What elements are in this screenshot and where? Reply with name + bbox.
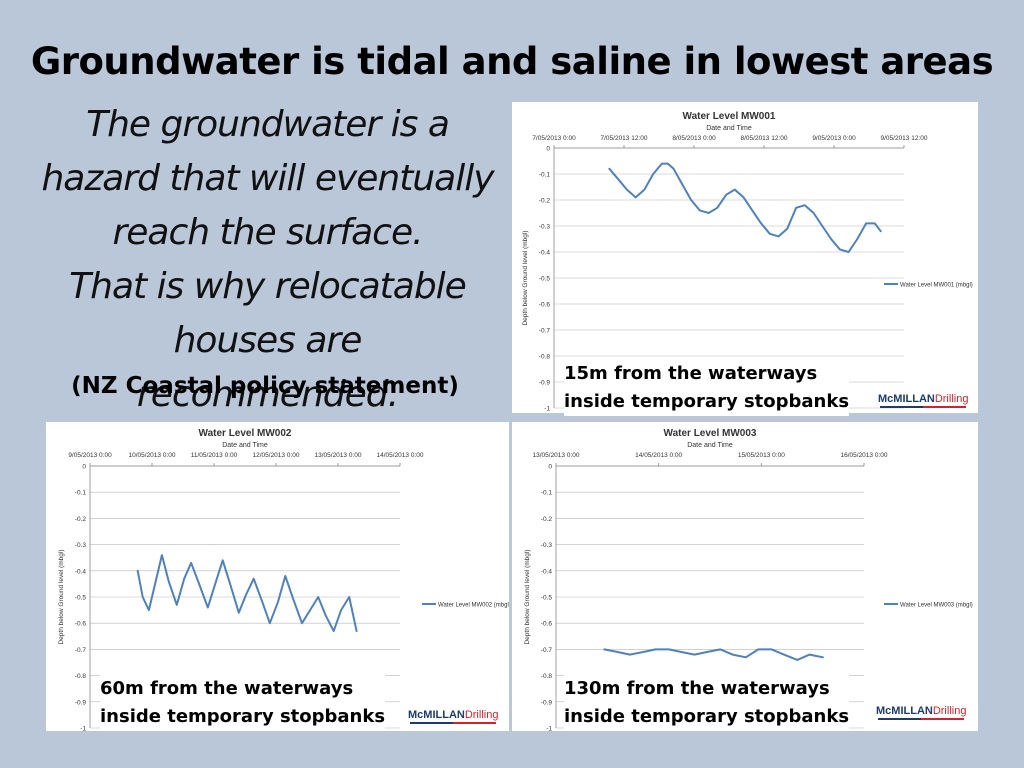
y-tick-label: -1 <box>546 726 552 732</box>
x-tick-label: 8/05/2013 12:00 <box>741 135 788 142</box>
x-tick-label: 9/05/2013 0:00 <box>812 135 856 142</box>
x-tick-label: 16/05/2013 0:00 <box>841 452 888 459</box>
x-tick-label: 10/05/2013 0:00 <box>129 452 176 459</box>
y-tick-label: -0.2 <box>539 198 551 205</box>
y-tick-label: -0.5 <box>539 276 551 283</box>
quote-text: The groundwater is a hazard that will ev… <box>40 98 495 422</box>
y-tick-label: -0.1 <box>75 490 87 497</box>
legend-label: Water Level MW003 (mbgl) <box>900 603 973 609</box>
caption-line: inside temporary stopbanks <box>564 706 850 727</box>
legend-label: Water Level MW002 (mbgl) <box>438 603 509 609</box>
y-tick-label: -0.3 <box>75 542 87 549</box>
y-axis-label: Depth below Ground level (mbgl) <box>524 549 531 644</box>
y-axis-label: Depth below Ground level (mbgl) <box>58 549 65 644</box>
caption-line: 130m from the waterways <box>564 678 830 699</box>
x-tick-label: 7/05/2013 0:00 <box>532 135 576 142</box>
legend-label: Water Level MW001 (mbgl) <box>900 283 973 289</box>
y-tick-label: -0.6 <box>539 302 551 309</box>
caption-line: inside temporary stopbanks <box>100 706 386 727</box>
source-citation: (NZ Coastal policy statement) <box>71 373 459 399</box>
y-tick-label: -0.7 <box>75 647 87 654</box>
y-tick-label: -0.4 <box>75 568 87 575</box>
slide-title: Groundwater is tidal and saline in lowes… <box>30 40 994 83</box>
quote-line: The groundwater is a <box>86 104 450 145</box>
y-tick-label: -0.9 <box>539 380 551 387</box>
x-axis-label: Date and Time <box>706 125 752 132</box>
y-tick-label: -0.3 <box>541 542 553 549</box>
y-tick-label: -0.4 <box>541 568 553 575</box>
x-tick-label: 12/05/2013 0:00 <box>253 452 300 459</box>
y-tick-label: -0.2 <box>541 516 553 523</box>
x-tick-label: 13/05/2013 0:00 <box>315 452 362 459</box>
chart-panel-mw001: Water Level MW001 Date and Time 0 -0.1 -0.2 -… <box>512 102 978 416</box>
x-tick-label: 11/05/2013 0:00 <box>191 452 238 459</box>
x-tick-label: 13/05/2013 0:00 <box>533 452 580 459</box>
y-tick-label: -0.8 <box>539 354 551 361</box>
y-tick-label: -0.9 <box>75 699 87 706</box>
quote-line: hazard that will eventually <box>41 158 494 199</box>
chart-panel-mw003: Water Level MW003 Date and Time 0 -0.1 -0.2 -… <box>512 422 978 731</box>
y-tick-label: -0.4 <box>539 250 551 257</box>
caption-line: 15m from the waterways <box>564 363 818 384</box>
mcmillan-logo: McMILLANDrilling <box>408 709 498 724</box>
quote-line: houses are recommended. <box>136 320 399 415</box>
y-tick-label: -0.6 <box>75 621 87 628</box>
caption-line: inside temporary stopbanks <box>564 391 850 412</box>
y-tick-label: -0.9 <box>541 699 553 706</box>
y-tick-label: -0.3 <box>539 224 551 231</box>
chart-caption: 15m from the waterways inside temporary … <box>564 360 850 416</box>
mcmillan-logo: McMILLANDrilling <box>876 705 966 720</box>
y-tick-label: -0.6 <box>541 621 553 628</box>
caption-line: 60m from the waterways <box>100 678 354 699</box>
y-tick-label: 0 <box>548 464 552 471</box>
chart-caption: 60m from the waterways inside temporary … <box>100 675 386 731</box>
x-tick-label: 7/05/2013 12:00 <box>601 135 648 142</box>
y-tick-label: -0.1 <box>539 172 551 179</box>
chart-caption: 130m from the waterways inside temporary… <box>564 675 850 731</box>
series-line <box>608 162 882 253</box>
x-tick-label: 15/05/2013 0:00 <box>738 452 785 459</box>
y-tick-label: -1 <box>544 406 550 413</box>
x-tick-label: 14/05/2013 0:00 <box>635 452 682 459</box>
x-tick-label: 9/05/2013 0:00 <box>68 452 112 459</box>
series-line <box>136 554 358 633</box>
y-tick-label: 0 <box>546 146 550 153</box>
quote-line: That is why relocatable <box>69 266 467 307</box>
x-tick-label: 8/05/2013 0:00 <box>672 135 716 142</box>
series-line <box>603 648 824 661</box>
mcmillan-logo: McMILLANDrilling <box>878 393 968 408</box>
chart-title: Water Level MW001 <box>683 111 776 122</box>
y-tick-label: -0.7 <box>541 647 553 654</box>
y-tick-label: -1 <box>80 726 86 732</box>
quote-line: reach the surface. <box>112 212 423 253</box>
y-tick-label: 0 <box>82 464 86 471</box>
x-tick-label: 14/05/2013 0:00 <box>377 452 424 459</box>
y-tick-label: -0.8 <box>75 673 87 680</box>
y-tick-label: -0.8 <box>541 673 553 680</box>
chart-mw001: Water Level MW001 Date and Time 0 -0.1 -0.2 -… <box>522 111 973 413</box>
y-tick-label: -0.2 <box>75 516 87 523</box>
y-tick-label: -0.5 <box>541 595 553 602</box>
y-tick-label: -0.7 <box>539 328 551 335</box>
chart-panel-mw002: Water Level MW002 Date and Time 0 -0.1 -0.2 -… <box>46 422 509 731</box>
y-tick-label: -0.5 <box>75 595 87 602</box>
chart-title: Water Level MW003 <box>664 428 757 439</box>
x-tick-label: 9/05/2013 12:00 <box>881 135 928 142</box>
x-axis-label: Date and Time <box>222 442 268 449</box>
x-axis-label: Date and Time <box>687 442 733 449</box>
chart-title: Water Level MW002 <box>199 428 292 439</box>
y-axis-label: Depth below Ground level (mbgl) <box>522 230 529 325</box>
y-tick-label: -0.1 <box>541 490 553 497</box>
